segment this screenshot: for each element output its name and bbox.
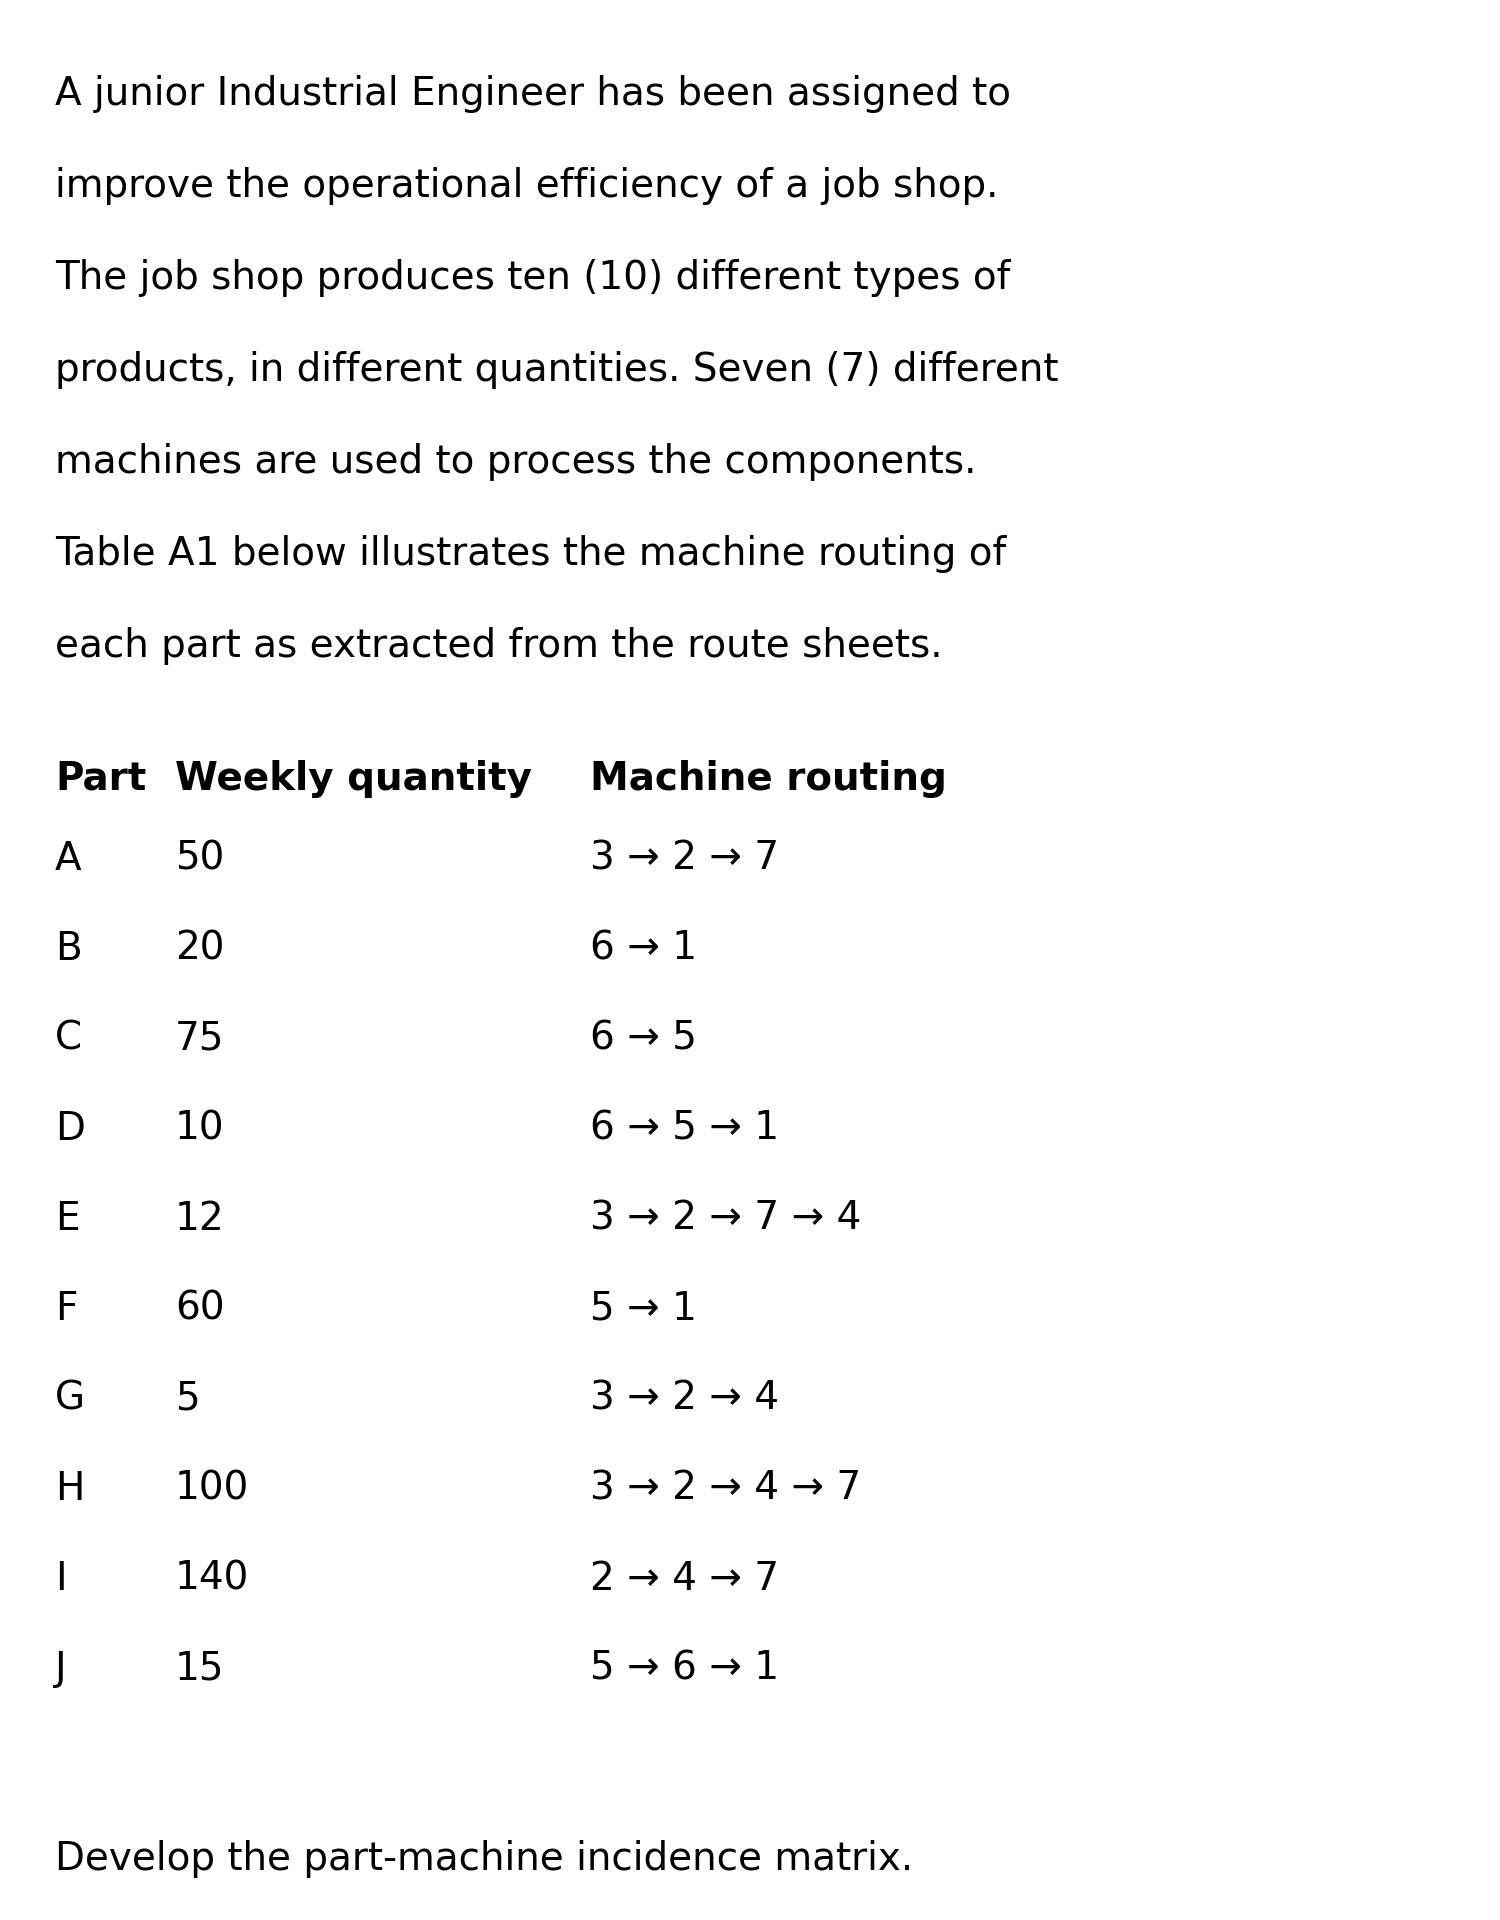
Text: I: I	[56, 1559, 66, 1597]
Text: 6 → 1: 6 → 1	[590, 929, 698, 968]
Text: 2 → 4 → 7: 2 → 4 → 7	[590, 1559, 778, 1597]
Text: products, in different quantities. Seven (7) different: products, in different quantities. Seven…	[56, 351, 1059, 390]
Text: H: H	[56, 1471, 84, 1507]
Text: 15: 15	[176, 1649, 225, 1688]
Text: Part: Part	[56, 760, 147, 799]
Text: E: E	[56, 1200, 80, 1238]
Text: machines are used to process the components.: machines are used to process the compone…	[56, 444, 976, 482]
Text: 5 → 6 → 1: 5 → 6 → 1	[590, 1649, 778, 1688]
Text: F: F	[56, 1290, 78, 1329]
Text: 12: 12	[176, 1200, 225, 1238]
Text: 100: 100	[176, 1471, 249, 1507]
Text: Develop the part-machine incidence matrix.: Develop the part-machine incidence matri…	[56, 1839, 913, 1878]
Text: Machine routing: Machine routing	[590, 760, 946, 799]
Text: G: G	[56, 1380, 86, 1419]
Text: Weekly quantity: Weekly quantity	[176, 760, 532, 799]
Text: improve the operational efficiency of a job shop.: improve the operational efficiency of a …	[56, 167, 999, 205]
Text: A: A	[56, 841, 81, 877]
Text: 6 → 5 → 1: 6 → 5 → 1	[590, 1110, 778, 1148]
Text: 6 → 5: 6 → 5	[590, 1020, 698, 1058]
Text: 20: 20	[176, 929, 225, 968]
Text: The job shop produces ten (10) different types of: The job shop produces ten (10) different…	[56, 259, 1011, 298]
Text: 5 → 1: 5 → 1	[590, 1290, 698, 1329]
Text: 5: 5	[176, 1380, 200, 1419]
Text: 10: 10	[176, 1110, 225, 1148]
Text: J: J	[56, 1649, 66, 1688]
Text: 3 → 2 → 4 → 7: 3 → 2 → 4 → 7	[590, 1471, 861, 1507]
Text: Table A1 below illustrates the machine routing of: Table A1 below illustrates the machine r…	[56, 536, 1006, 572]
Text: 3 → 2 → 4: 3 → 2 → 4	[590, 1380, 778, 1419]
Text: D: D	[56, 1110, 86, 1148]
Text: 140: 140	[176, 1559, 249, 1597]
Text: 60: 60	[176, 1290, 225, 1329]
Text: 3 → 2 → 7 → 4: 3 → 2 → 7 → 4	[590, 1200, 861, 1238]
Text: 75: 75	[176, 1020, 225, 1058]
Text: each part as extracted from the route sheets.: each part as extracted from the route sh…	[56, 628, 942, 664]
Text: 50: 50	[176, 841, 225, 877]
Text: B: B	[56, 929, 81, 968]
Text: C: C	[56, 1020, 82, 1058]
Text: A junior Industrial Engineer has been assigned to: A junior Industrial Engineer has been as…	[56, 75, 1011, 113]
Text: 3 → 2 → 7: 3 → 2 → 7	[590, 841, 778, 877]
